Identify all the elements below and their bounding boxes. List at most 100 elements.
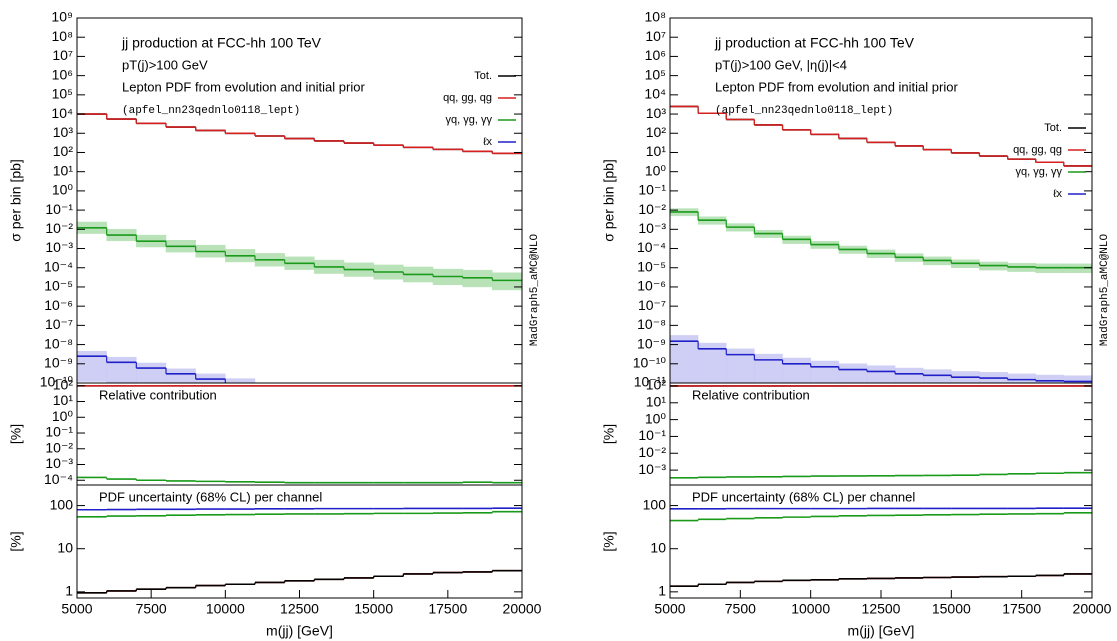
uncertainty-band [492,272,522,291]
y-tick-label: 10⁻⁷ [45,316,73,332]
y-tick-label: 10⁻³ [638,461,666,477]
uncertainty-band [165,368,196,383]
y-tick-label: 10⁻¹⁰ [633,354,667,370]
x-tick-label: 5000 [654,601,685,617]
y-tick-label: 10⁻¹ [638,182,666,198]
y-axis-label: σ per bin [pb] [8,159,24,242]
y-tick-label: 10⁻⁴ [44,258,73,274]
legend-label: Tot. [1044,122,1062,134]
y-tick-label: 10⁻¹ [638,427,666,443]
uncertainty-band [225,378,256,383]
uncertainty-band [838,363,868,383]
plot-area [670,105,1092,383]
y-tick-label: 10⁻⁵ [44,278,73,294]
uncertainty-band [754,353,783,383]
x-axis-label: m(jj) [GeV] [266,623,333,639]
y-tick-label: 10⁰ [52,408,74,424]
y-axis-label: [%] [601,424,617,444]
y-tick-label: 10⁻⁴ [44,471,73,487]
y-tick-label: 1 [65,583,73,599]
x-tick-label: 7500 [725,601,756,617]
y-tick-label: 10⁶ [645,47,666,63]
y-tick-label: 10⁻⁷ [638,297,666,313]
annotation: (apfel_nn23qednlo0118_lept) [715,105,893,117]
plot-area [77,113,522,449]
y-tick-label: 10¹ [53,392,74,408]
panel-label: Relative contribution [692,387,810,402]
legend-label: γq, γg, γγ [446,114,493,126]
y-axis-label: [%] [8,531,24,551]
y-tick-label: 10⁻¹¹ [634,374,667,390]
uncertainty-band [492,419,522,449]
legend-label: ℓx [1053,188,1063,200]
y-tick-label: 10⁻⁴ [637,239,666,255]
y-tick-label: 10⁻¹ [45,424,73,440]
y-tick-label: 100 [643,496,667,512]
uncertainty-band [255,383,285,413]
y-tick-label: 10² [53,143,74,159]
y-axis-label: σ per bin [pb] [601,159,617,242]
y-tick-label: 10¹ [646,143,667,159]
y-tick-label: 10⁻² [45,220,73,236]
panel-label: PDF uncertainty (68% CL) per channel [99,489,322,504]
y-tick-label: 10⁶ [52,66,73,82]
annotation: (apfel_nn23qednlo0118_lept) [122,105,300,117]
uncertainty-band [433,410,463,440]
x-tick-label: 12500 [862,601,901,617]
y-tick-label: 10⁵ [645,66,666,82]
y-axis-label: [%] [8,424,24,444]
annotation: jj production at FCC-hh 100 TeV [121,35,322,51]
uncertainty-band [866,365,896,383]
panel-label: PDF uncertainty (68% CL) per channel [692,489,915,504]
panel-label: Relative contribution [99,387,217,402]
uncertainty-band [670,335,699,383]
y-tick-label: 10⁸ [645,9,667,25]
y-tick-label: 10⁷ [645,28,666,44]
watermark: MadGraph5_aMC@NLO [1099,233,1111,346]
y-tick-label: 10⁻⁸ [44,335,73,351]
y-tick-label: 10² [53,376,74,392]
legend-label: qq, gg, qg [443,92,492,104]
legend-label: ℓx [483,136,493,148]
y-tick-label: 10⁻² [638,201,666,217]
y-tick-label: 10⁴ [51,105,73,121]
watermark: MadGraph5_aMC@NLO [529,233,541,346]
x-tick-label: 10000 [206,601,245,617]
x-tick-label: 5000 [61,601,92,617]
y-tick-label: 10⁻³ [45,239,73,255]
x-tick-label: 10000 [791,601,830,617]
legend-label: qq, gg, qg [1013,144,1062,156]
x-tick-label: 17500 [1002,601,1041,617]
y-tick-label: 10¹ [53,162,74,178]
x-axis-label: m(jj) [GeV] [848,623,915,639]
uncertainty-band [782,357,811,383]
panel-frame [669,17,1093,384]
y-tick-label: 1 [658,583,666,599]
x-tick-label: 20000 [503,601,542,617]
y-axis-label: [%] [601,531,617,551]
plot-area [670,507,1092,588]
annotation: Lepton PDF from evolution and initial pr… [122,79,365,94]
y-tick-label: 10⁵ [52,86,73,102]
y-tick-label: 10⁰ [645,162,667,178]
y-tick-label: 10⁻³ [638,220,666,236]
annotation: pT(j)>100 GeV, |η(j)|<4 [715,57,847,72]
y-tick-label: 10⁻¹ [45,201,73,217]
uncertainty-band [285,388,315,418]
y-tick-label: 10⁷ [52,47,73,63]
annotation: pT(j)>100 GeV [122,57,208,72]
y-tick-label: 10⁻² [45,439,73,455]
y-tick-label: 10⁻⁵ [637,258,666,274]
y-tick-label: 10⁻⁶ [44,297,73,313]
x-tick-label: 15000 [354,601,393,617]
uncertainty-band [1007,373,1036,383]
x-tick-label: 15000 [932,601,971,617]
y-tick-label: 10⁻² [638,444,666,460]
uncertainty-band [374,401,404,431]
uncertainty-band [314,393,344,424]
x-tick-label: 17500 [428,601,467,617]
y-tick-label: 10⁻¹⁰ [40,374,74,390]
uncertainty-band [922,369,952,383]
y-tick-label: 10 [57,539,73,555]
